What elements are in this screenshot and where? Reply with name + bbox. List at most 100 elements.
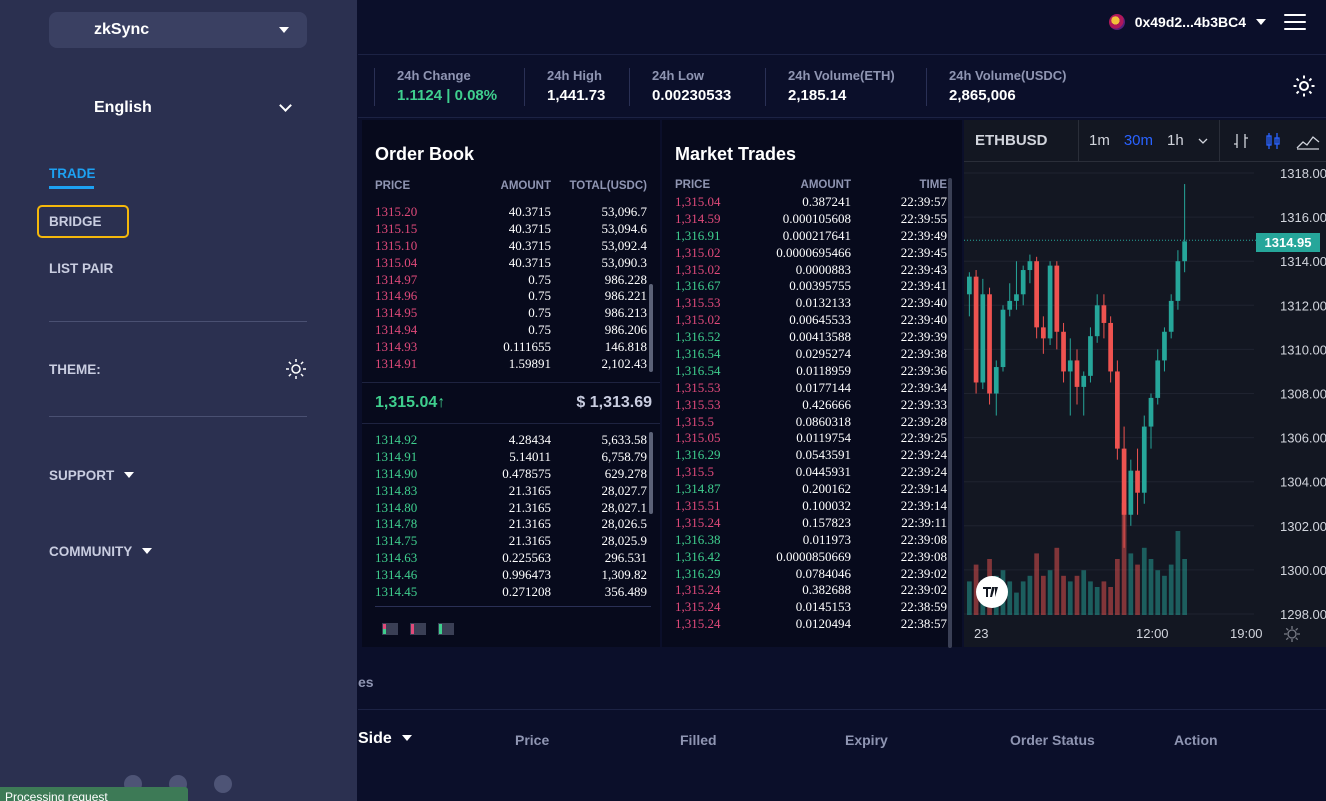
ask-row[interactable]: 1315.20 40.3715 53,096.7 [375, 204, 647, 221]
bid-row[interactable]: 1314.91 5.14011 6,758.79 [375, 449, 647, 466]
price-cell: 1,315.24 [675, 514, 721, 530]
amount-cell: 0.0145153 [795, 599, 851, 615]
volume-bar [1128, 553, 1134, 615]
amount-cell: 0.225563 [502, 550, 551, 566]
interval-1m[interactable]: 1m [1089, 132, 1110, 149]
volume-bar [1148, 559, 1154, 615]
candle-body [993, 367, 999, 394]
amount-cell: 0.111655 [503, 339, 551, 355]
interval-30m[interactable]: 30m [1123, 132, 1154, 149]
amount-cell: 0.011973 [802, 531, 851, 547]
bid-row[interactable]: 1314.75 21.3165 28,025.9 [375, 533, 647, 550]
network-selector[interactable]: zkSync [49, 12, 307, 48]
col-side[interactable]: Side [358, 730, 413, 748]
price-cell: 1,315.51 [675, 498, 721, 514]
bid-row[interactable]: 1314.46 0.996473 1,309.82 [375, 567, 647, 584]
price-cell: 1,315.53 [675, 396, 721, 412]
market-stats-bar: 24h Change 1.1124 | 0.08% 24h High 1,441… [358, 56, 1326, 118]
ask-row[interactable]: 1314.96 0.75 986.221 [375, 288, 647, 305]
time-cell: 22:38:57 [900, 616, 947, 632]
ask-row[interactable]: 1315.15 40.3715 53,094.6 [375, 221, 647, 238]
volume-bar [1168, 564, 1174, 615]
wallet-button[interactable]: 0x49d2...4b3BC4 [1108, 14, 1266, 30]
volume-bar [1162, 575, 1167, 615]
bid-row[interactable]: 1314.83 21.3165 28,027.7 [375, 483, 647, 500]
trades-list: 1,315.04 0.387241 22:39:57 1,314.59 0.000105… [675, 194, 947, 633]
y-tick-label: 1308.00 [1280, 387, 1326, 402]
bid-row[interactable]: 1314.92 4.28434 5,633.58 [375, 432, 647, 449]
active-nav-underline [49, 186, 94, 189]
volume-bar [967, 581, 972, 615]
order-book-header: PRICE AMOUNT TOTAL(USDC) [375, 180, 647, 192]
chevron-down-icon [124, 472, 135, 478]
candle-body [1088, 336, 1093, 376]
price-cell: 1,315.05 [675, 430, 721, 446]
time-cell: 22:39:38 [900, 346, 947, 362]
nav-list-pair[interactable]: LIST PAIR [49, 261, 114, 276]
support-menu[interactable]: SUPPORT [49, 468, 135, 483]
price-cell: 1315.10 [375, 237, 418, 253]
ask-row[interactable]: 1314.95 0.75 986.213 [375, 305, 647, 322]
area-chart-type-icon[interactable] [1296, 132, 1320, 150]
chart-symbol[interactable]: ETHBUSD [975, 132, 1048, 149]
settings-gear-icon[interactable] [1292, 74, 1316, 98]
bid-row[interactable]: 1314.90 0.478575 629.278 [375, 466, 647, 483]
total-cell: 28,025.9 [601, 533, 648, 549]
community-menu[interactable]: COMMUNITY [49, 544, 152, 559]
language-label[interactable]: English [94, 99, 152, 116]
telegram-icon[interactable] [214, 775, 232, 793]
total-cell: 986.213 [604, 305, 647, 321]
sun-icon[interactable] [285, 358, 307, 380]
ask-row[interactable]: 1314.94 0.75 986.206 [375, 322, 647, 339]
bar-chart-type-icon[interactable] [1232, 132, 1250, 150]
stat-value: 1.1124 | 0.08% [397, 87, 498, 104]
view-asks-icon[interactable] [410, 623, 426, 635]
ask-row[interactable]: 1314.93 0.111655 146.818 [375, 339, 647, 356]
price-cell: 1314.97 [375, 271, 418, 287]
divider [375, 606, 651, 607]
trade-row: 1,315.5 0.0445931 22:39:24 [675, 464, 947, 481]
trades-scrollbar[interactable] [948, 178, 952, 648]
amount-cell: 0.996473 [502, 567, 551, 583]
trade-row: 1,316.54 0.0118959 22:39:36 [675, 363, 947, 380]
bids-list: 1314.92 4.28434 5,633.58 1314.91 5.14011 6,75… [375, 432, 647, 601]
orders-tab-label[interactable]: es [358, 674, 374, 690]
y-tick-label: 1316.00 [1280, 210, 1326, 225]
price-cell: 1,315.5 [675, 464, 714, 480]
amount-cell: 40.3715 [508, 220, 551, 236]
volume-bar [1041, 575, 1046, 615]
bid-row[interactable]: 1314.78 21.3165 28,026.5 [375, 516, 647, 533]
chevron-down-icon[interactable] [1198, 138, 1208, 144]
chart-settings-icon[interactable] [1283, 625, 1301, 643]
ask-row[interactable]: 1314.91 1.59891 2,102.43 [375, 356, 647, 373]
candle-body [987, 294, 992, 394]
bid-row[interactable]: 1314.63 0.225563 296.531 [375, 550, 647, 567]
ask-row[interactable]: 1315.10 40.3715 53,092.4 [375, 238, 647, 255]
bid-row[interactable]: 1314.45 0.271208 356.489 [375, 584, 647, 601]
amount-cell: 40.3715 [508, 204, 551, 219]
candle-chart-type-icon[interactable] [1264, 132, 1282, 150]
total-cell: 6,758.79 [601, 448, 648, 464]
view-bids-icon[interactable] [438, 623, 454, 635]
y-tick-label: 1314.00 [1280, 254, 1326, 269]
language-chevron-icon[interactable] [279, 99, 292, 112]
ask-row[interactable]: 1315.04 40.3715 53,090.3 [375, 255, 647, 272]
view-both-icon[interactable] [382, 623, 398, 635]
tradingview-logo[interactable] [976, 576, 1008, 608]
bid-row[interactable]: 1314.80 21.3165 28,027.1 [375, 500, 647, 517]
asks-scrollbar[interactable] [649, 284, 653, 372]
hamburger-menu-icon[interactable] [1284, 14, 1306, 30]
nav-trade[interactable]: TRADE [49, 166, 96, 181]
price-chart-panel: ETHBUSD 1m 30m 1h 1318.00 1316.00 1314.00 1… [964, 119, 1326, 647]
bids-scrollbar[interactable] [649, 432, 653, 514]
price-cell: 1,315.02 [675, 261, 721, 277]
price-cell: 1314.80 [375, 499, 418, 515]
time-cell: 22:39:24 [900, 464, 947, 480]
ask-row[interactable]: 1314.97 0.75 986.228 [375, 272, 647, 289]
stat-24h-high: 24h High 1,441.73 [524, 68, 605, 106]
price-cell: 1,316.42 [675, 548, 721, 564]
nav-bridge[interactable]: BRIDGE [49, 214, 102, 229]
volume-bar [1094, 587, 1100, 615]
interval-1h[interactable]: 1h [1167, 132, 1184, 149]
candlestick-chart[interactable]: 1318.00 1316.00 1314.00 1312.00 1310.00 1308.… [964, 162, 1326, 647]
